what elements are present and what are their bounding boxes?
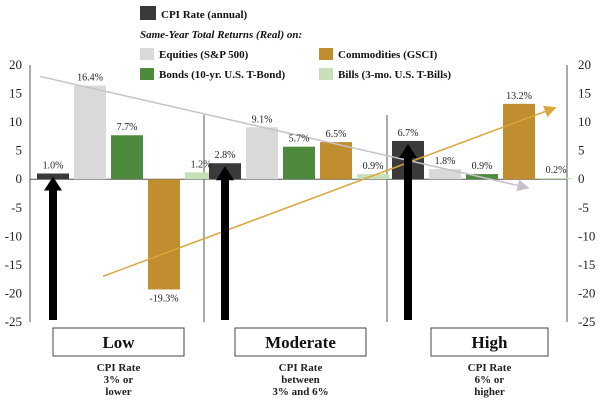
- data-label: 2.8%: [215, 150, 236, 161]
- data-label: 1.0%: [43, 161, 64, 172]
- y-tick-label-right: 20: [578, 57, 591, 72]
- regime-box-moderate: [234, 327, 367, 357]
- cpi-arrow-moderate: [216, 166, 234, 320]
- data-label: 6.5%: [326, 129, 347, 140]
- equities-trend-line: [39, 75, 530, 192]
- data-label: 16.4%: [77, 73, 103, 84]
- data-label: 9.1%: [252, 114, 273, 125]
- regime-description-line: 6% or: [475, 374, 505, 386]
- bar-equities-low: [74, 85, 106, 180]
- y-tick-label-left: -15: [5, 257, 22, 272]
- y-tick-label-left: -5: [11, 200, 22, 215]
- regime-box-low: [52, 327, 185, 357]
- y-tick-label-right: 0: [578, 171, 585, 186]
- bar-bonds-moderate: [283, 146, 315, 180]
- regime-description-line: 3% and 6%: [272, 386, 328, 398]
- data-label: 1.8%: [435, 156, 456, 167]
- legend-label: Equities (S&P 500): [159, 49, 249, 61]
- bar-bills-high: [540, 178, 572, 180]
- regime-label-moderate: Moderate: [265, 333, 336, 352]
- legend-swatch: [140, 68, 154, 80]
- data-label: 1.2%: [191, 159, 212, 170]
- data-label: -19.3%: [149, 293, 178, 304]
- regime-box-high: [430, 327, 549, 357]
- y-tick-label-left: 5: [16, 143, 23, 158]
- regime-label-low: Low: [102, 333, 135, 352]
- bar-cpi-low: [37, 173, 69, 180]
- regime-description-line: lower: [105, 386, 131, 398]
- data-label: 13.2%: [506, 91, 532, 102]
- y-tick-label-left: 0: [16, 171, 23, 186]
- data-label: 6.7%: [398, 128, 419, 139]
- bar-equities-moderate: [246, 127, 278, 180]
- commodities-trend-line: [102, 105, 557, 278]
- bar-bonds-low: [111, 135, 143, 180]
- y-tick-label-right: 5: [578, 143, 585, 158]
- data-label: 0.9%: [363, 161, 384, 172]
- y-tick-label-left: -20: [5, 285, 22, 300]
- y-tick-label-right: -15: [578, 257, 595, 272]
- legend-swatch: [140, 6, 156, 20]
- regime-label-high: High: [472, 333, 508, 352]
- y-tick-label-left: -25: [5, 314, 22, 329]
- y-tick-label-left: 10: [9, 114, 22, 129]
- y-tick-label-right: -10: [578, 228, 595, 243]
- data-label: 0.9%: [472, 161, 493, 172]
- y-tick-label-left: -10: [5, 228, 22, 243]
- chart-subtitle: Same-Year Total Returns (Real) on:: [140, 29, 302, 41]
- y-tick-label-right: 15: [578, 86, 591, 101]
- bar-commodities-high: [503, 103, 535, 180]
- bar-equities-high: [429, 168, 461, 180]
- y-tick-label-left: 20: [9, 57, 22, 72]
- legend-swatch: [140, 48, 154, 60]
- regime-description-line: between: [281, 374, 320, 386]
- y-tick-label-right: -25: [578, 314, 595, 329]
- regime-description-line: CPI Rate: [97, 362, 141, 374]
- legend-label: CPI Rate (annual): [161, 9, 248, 21]
- y-tick-label-right: -20: [578, 285, 595, 300]
- bar-commodities-low: [148, 179, 180, 290]
- cpi-arrow-high: [399, 143, 417, 320]
- bar-bills-low: [185, 172, 217, 180]
- legend-label: Commodities (GSCI): [338, 49, 438, 61]
- data-label: 7.7%: [117, 122, 138, 133]
- regime-description-line: 3% or: [104, 374, 134, 386]
- regime-description-line: CPI Rate: [468, 362, 512, 374]
- bar-bills-moderate: [357, 174, 389, 180]
- regime-description-line: CPI Rate: [279, 362, 323, 374]
- cpi-arrow-low: [44, 176, 62, 320]
- legend-label: Bonds (10-yr. U.S. T-Bond): [159, 69, 285, 81]
- legend-swatch: [319, 48, 333, 60]
- legend-swatch: [319, 68, 333, 80]
- bar-commodities-moderate: [320, 142, 352, 180]
- legend-label: Bills (3-mo. U.S. T-Bills): [338, 69, 451, 81]
- y-tick-label-left: 15: [9, 86, 22, 101]
- data-label: 5.7%: [289, 134, 310, 145]
- y-tick-label-right: 10: [578, 114, 591, 129]
- y-tick-label-right: -5: [578, 200, 589, 215]
- data-label: 0.2%: [546, 165, 567, 176]
- regime-description-line: higher: [474, 386, 505, 398]
